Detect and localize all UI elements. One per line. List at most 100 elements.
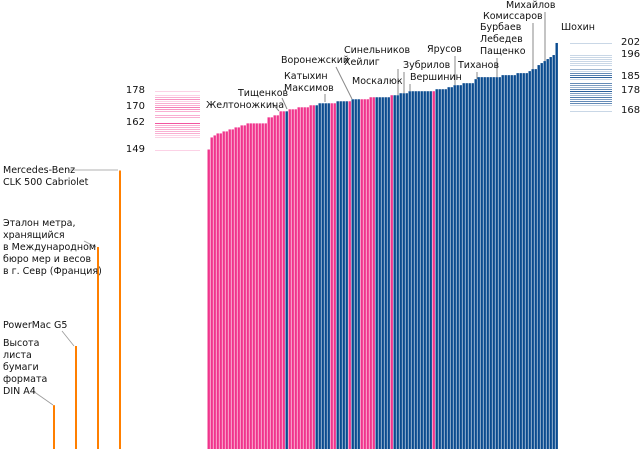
male-bar (378, 97, 381, 449)
male-bar (474, 79, 477, 449)
label-line: в Международном (3, 242, 97, 253)
person-label: Вершинин (410, 72, 462, 84)
male-bar (411, 91, 414, 449)
female-bar (333, 103, 336, 449)
label-line: Шохин (561, 22, 595, 33)
label-line: Михайлов (506, 0, 556, 11)
female-bar (210, 137, 213, 449)
female-bar (330, 103, 333, 449)
female-bar (282, 111, 285, 449)
male-bar (345, 101, 348, 449)
male-bar (444, 89, 447, 449)
male-bar (516, 73, 519, 449)
female-bar (279, 111, 282, 449)
person-label: Тищенков (238, 88, 288, 100)
label-line: Вершинин (410, 72, 462, 83)
male-bar (408, 91, 411, 449)
male-bar (405, 93, 408, 449)
male-bar (492, 77, 495, 449)
reference-bar (97, 247, 99, 449)
female-bar (243, 125, 246, 449)
male-bar (438, 89, 441, 449)
reference-bar (53, 405, 55, 449)
male-tick-label: 178 (621, 85, 640, 97)
male-tick-label: 196 (621, 49, 640, 61)
male-bar (465, 83, 468, 449)
leader-line (271, 102, 280, 112)
female-tick-label: 178 (125, 85, 145, 97)
male-bar (426, 91, 429, 449)
label-line: Лебедев (480, 34, 523, 45)
person-label: Бурбаев Лебедев Пащенко (480, 22, 526, 58)
reference-label: PowerMac G5 (3, 320, 67, 332)
label-line: Эталон метра, (3, 218, 76, 229)
female-bar (252, 123, 255, 449)
label-line: Максимов (284, 83, 334, 94)
male-bar (513, 75, 516, 449)
person-label: Комиссаров (483, 11, 543, 23)
person-label: Михайлов (506, 0, 555, 12)
male-tick-label: 168 (621, 105, 640, 117)
label-line: Зубрилов (403, 60, 451, 71)
female-bar (294, 109, 297, 449)
female-bar (264, 123, 267, 449)
male-bar (540, 63, 543, 449)
leader-line (335, 66, 353, 100)
reference-label: Mercedes-Benz CLK 500 Cabriolet (3, 165, 88, 189)
label-line: Тиханов (458, 60, 500, 71)
person-label: Воронежский (281, 55, 349, 67)
male-bar (393, 95, 396, 449)
male-bar (429, 91, 432, 449)
male-bar (423, 91, 426, 449)
female-bar (216, 133, 219, 449)
female-bar (276, 115, 279, 449)
leader-line (83, 240, 97, 248)
male-bar (357, 99, 360, 449)
label-line: Хейлиг (344, 57, 380, 68)
person-label: Ярусов (427, 44, 462, 56)
label-line: Синельников (344, 45, 411, 56)
person-label: Зубрилов (403, 60, 450, 72)
male-bar (483, 77, 486, 449)
reference-label: Высота листа бумаги формата DIN A4 (3, 338, 47, 398)
male-bar (534, 69, 537, 449)
reference-bar (75, 346, 77, 449)
label-line: Москалюк (352, 76, 403, 87)
male-bar (477, 77, 480, 449)
male-bar (420, 91, 423, 449)
reference-label: Эталон метра, хранящийся в Международном бю… (3, 218, 102, 278)
person-label: Тиханов (458, 60, 499, 72)
label-line: бумаги (3, 362, 39, 373)
label-line: Бурбаев (480, 22, 522, 33)
female-bar (222, 131, 225, 449)
label-line: бюро мер и весов (3, 254, 92, 265)
male-bar (537, 65, 540, 449)
person-label: Катыхин Максимов (284, 71, 334, 95)
female-bar (366, 99, 369, 449)
leader-line (32, 390, 54, 406)
leader-line (61, 330, 75, 347)
male-bar (552, 55, 555, 449)
female-bar (300, 107, 303, 449)
label-line: DIN A4 (3, 386, 36, 397)
label-line: PowerMac G5 (3, 320, 68, 331)
male-bar (462, 83, 465, 449)
male-bar (519, 73, 522, 449)
female-bar (309, 105, 312, 449)
label-line: Высота (3, 338, 40, 349)
male-bar (336, 101, 339, 449)
male-bar (486, 77, 489, 449)
male-bar (546, 59, 549, 449)
male-bar (396, 95, 399, 449)
label-line: формата (3, 374, 48, 385)
male-bar (501, 75, 504, 449)
male-bar (339, 101, 342, 449)
female-bar (261, 123, 264, 449)
male-bar (495, 77, 498, 449)
male-bar (315, 105, 318, 449)
female-tick-label: 149 (125, 143, 145, 155)
male-bar (321, 103, 324, 449)
male-bar (531, 69, 534, 449)
label-line: Желтоножкина (206, 100, 285, 111)
male-bar (285, 111, 288, 449)
